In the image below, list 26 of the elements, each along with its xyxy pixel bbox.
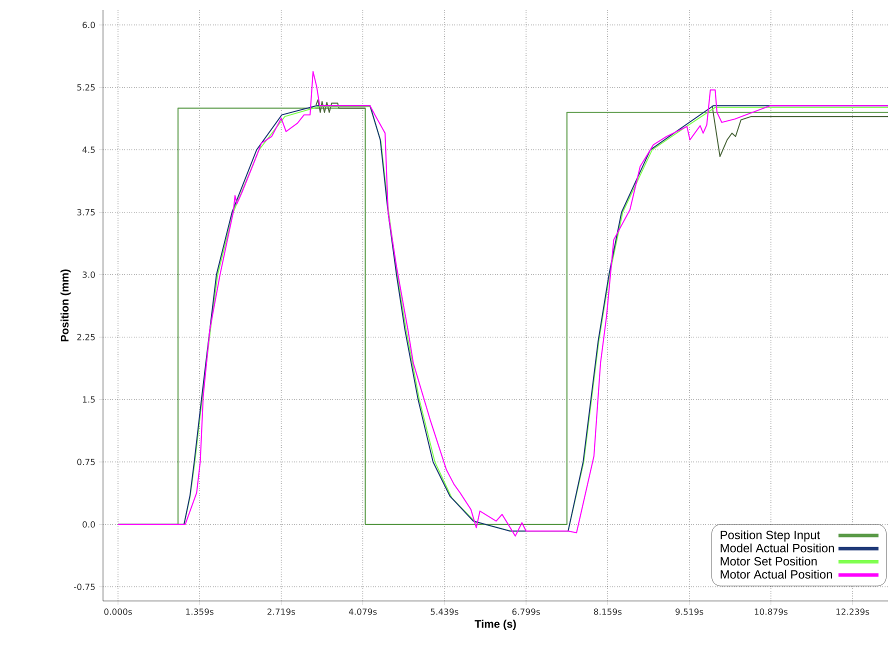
y-tick-label: 4.5 [82,146,95,153]
x-tick-label: 6.799s [512,608,540,615]
y-tick-label: 3.75 [77,209,95,216]
y-tick-label: 6.0 [82,22,95,28]
x-tick-label: 2.719s [267,608,296,615]
y-tick-label: 1.5 [82,396,95,403]
x-tick-label: 1.359s [186,608,214,615]
y-tick-label: 0.0 [82,521,95,528]
legend-label: Motor Actual Position [720,570,832,579]
y-tick-label: 2.25 [77,334,95,340]
x-tick-label: 0.000s [104,608,132,615]
legend-label: Motor Set Position [720,556,817,566]
y-tick-label: -0.75 [74,584,95,590]
x-tick-label: 9.519s [676,608,704,615]
x-tick-label: 12.239s [836,608,870,615]
y-tick-label: 3.0 [82,271,95,278]
x-axis-title: Time (s) [474,620,516,630]
y-tick-label: 0.75 [77,458,95,466]
legend-label: Model Actual Position [720,544,834,552]
legend-label: Position Step Input [720,530,820,542]
x-tick-label: 4.079s [348,608,377,615]
x-tick-label: 8.159s [594,608,622,615]
y-tick-label: 5.25 [77,84,95,91]
x-tick-label: 10.879s [754,608,788,615]
y-axis-title: Position (mm) [60,270,71,342]
x-tick-label: 5.439s [430,608,458,615]
